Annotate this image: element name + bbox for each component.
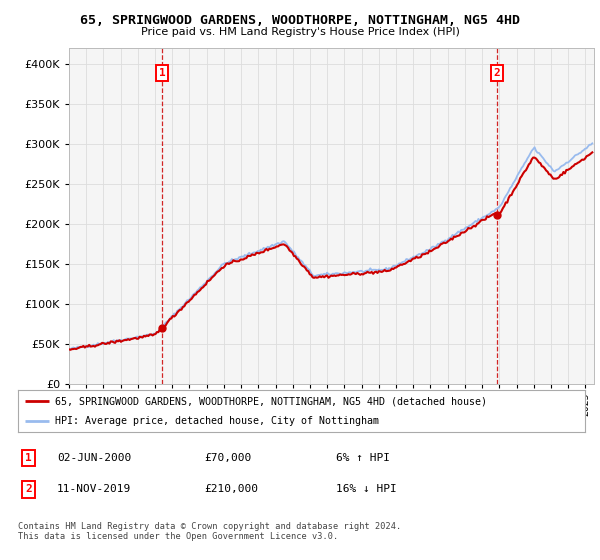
Text: £70,000: £70,000 [204, 453, 251, 463]
Text: 1: 1 [25, 453, 32, 463]
Text: 2: 2 [494, 68, 500, 78]
Text: 65, SPRINGWOOD GARDENS, WOODTHORPE, NOTTINGHAM, NG5 4HD (detached house): 65, SPRINGWOOD GARDENS, WOODTHORPE, NOTT… [55, 396, 487, 406]
Text: 2: 2 [25, 484, 32, 494]
Text: 11-NOV-2019: 11-NOV-2019 [57, 484, 131, 494]
Text: 65, SPRINGWOOD GARDENS, WOODTHORPE, NOTTINGHAM, NG5 4HD: 65, SPRINGWOOD GARDENS, WOODTHORPE, NOTT… [80, 14, 520, 27]
Text: £210,000: £210,000 [204, 484, 258, 494]
Text: 6% ↑ HPI: 6% ↑ HPI [336, 453, 390, 463]
Text: 1: 1 [159, 68, 166, 78]
Text: Contains HM Land Registry data © Crown copyright and database right 2024.
This d: Contains HM Land Registry data © Crown c… [18, 522, 401, 542]
Text: 02-JUN-2000: 02-JUN-2000 [57, 453, 131, 463]
Text: HPI: Average price, detached house, City of Nottingham: HPI: Average price, detached house, City… [55, 417, 379, 426]
Text: 16% ↓ HPI: 16% ↓ HPI [336, 484, 397, 494]
Text: Price paid vs. HM Land Registry's House Price Index (HPI): Price paid vs. HM Land Registry's House … [140, 27, 460, 37]
